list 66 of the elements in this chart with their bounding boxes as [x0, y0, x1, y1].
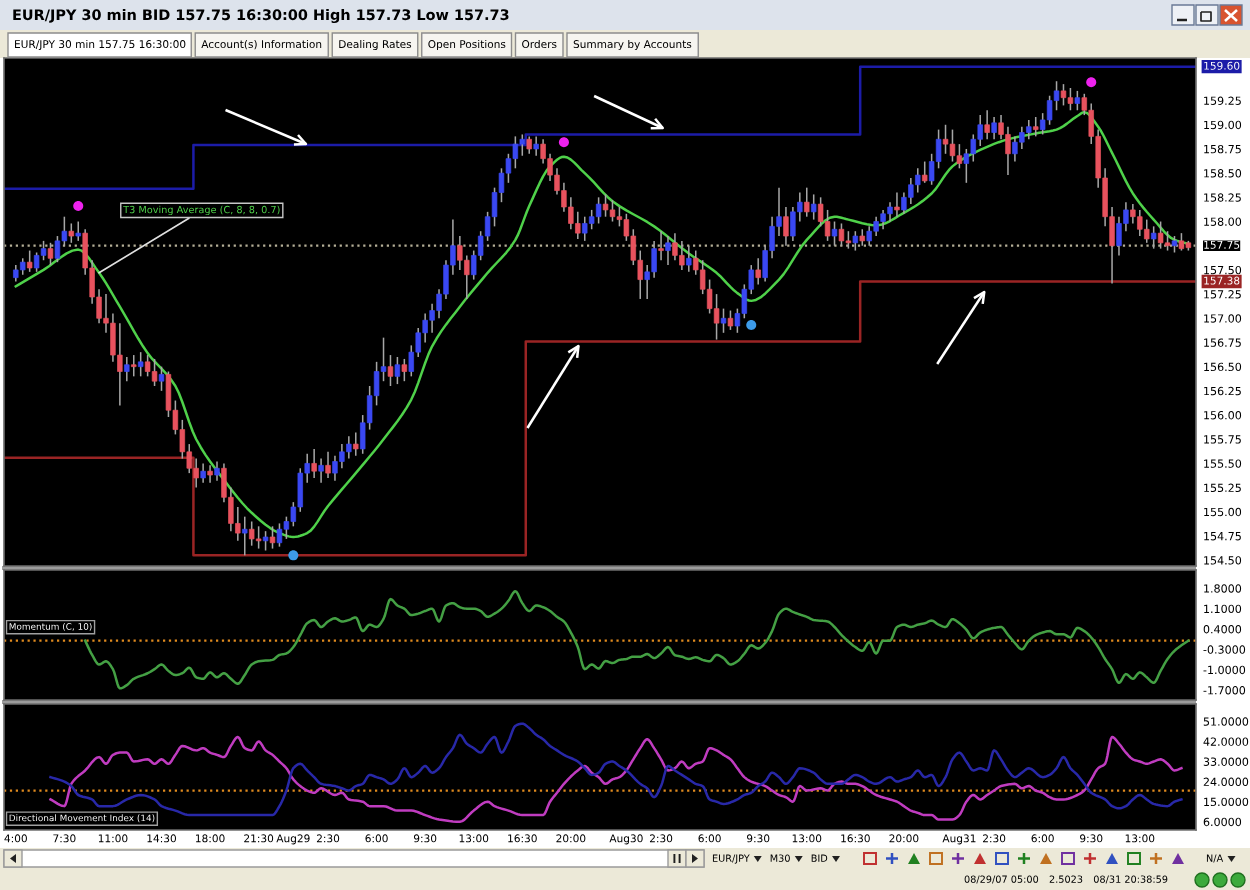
candlestick	[686, 244, 692, 273]
candlestick	[804, 186, 810, 218]
candlestick	[1012, 135, 1018, 163]
candlestick	[269, 525, 276, 550]
candlestick	[894, 191, 900, 218]
candlestick	[1026, 119, 1032, 141]
candlestick	[665, 235, 671, 266]
candlestick	[75, 220, 81, 242]
candlestick	[838, 222, 845, 247]
candlestick	[984, 109, 990, 141]
candlestick	[824, 209, 831, 242]
candlestick	[942, 124, 949, 155]
candlestick	[595, 196, 602, 225]
candlestick	[207, 464, 213, 484]
candlestick	[1157, 220, 1164, 250]
candlestick	[755, 257, 761, 286]
candlestick	[26, 249, 33, 273]
candlestick	[242, 515, 248, 557]
candlestick	[679, 240, 685, 271]
candlestick	[248, 520, 255, 547]
candlestick	[533, 135, 539, 157]
candlestick	[68, 222, 75, 244]
candlestick	[144, 354, 151, 378]
candlestick	[1144, 218, 1150, 244]
candlestick	[1137, 209, 1143, 237]
candlestick	[810, 193, 817, 221]
candlestick	[151, 358, 158, 387]
candlestick	[325, 451, 331, 479]
candlestick	[582, 215, 588, 242]
candlestick	[124, 356, 130, 382]
candlestick	[137, 351, 144, 378]
candlestick	[394, 356, 401, 385]
candlestick	[609, 199, 616, 223]
candlestick	[47, 242, 54, 266]
candlestick	[255, 525, 262, 550]
candlestick	[353, 431, 359, 457]
candlestick	[880, 209, 886, 231]
candlestick	[1060, 83, 1067, 107]
candlestick	[720, 307, 727, 334]
candlestick	[658, 230, 664, 261]
candlestick	[1150, 225, 1157, 250]
candlestick	[262, 530, 269, 552]
candlestick	[713, 293, 720, 341]
candlestick	[1074, 90, 1081, 112]
candlestick	[311, 448, 317, 479]
candlestick	[852, 230, 859, 252]
candlestick	[318, 457, 324, 484]
candlestick	[131, 354, 137, 378]
candlestick	[158, 365, 165, 392]
candlestick	[54, 235, 61, 263]
candlestick	[214, 460, 220, 482]
candlestick	[602, 193, 609, 218]
candlestick	[200, 462, 206, 484]
candlestick	[866, 225, 872, 247]
candlestick	[276, 522, 283, 548]
candlestick	[1164, 230, 1171, 252]
candlestick	[40, 240, 47, 261]
candlestick	[346, 435, 352, 460]
candlestick	[922, 160, 928, 184]
candlestick	[1067, 87, 1074, 112]
candlestick	[991, 116, 997, 141]
candlestick	[831, 220, 838, 247]
candlestick	[949, 128, 956, 163]
candlestick	[727, 309, 734, 331]
candlestick	[1033, 116, 1039, 138]
candlestick	[401, 358, 408, 382]
